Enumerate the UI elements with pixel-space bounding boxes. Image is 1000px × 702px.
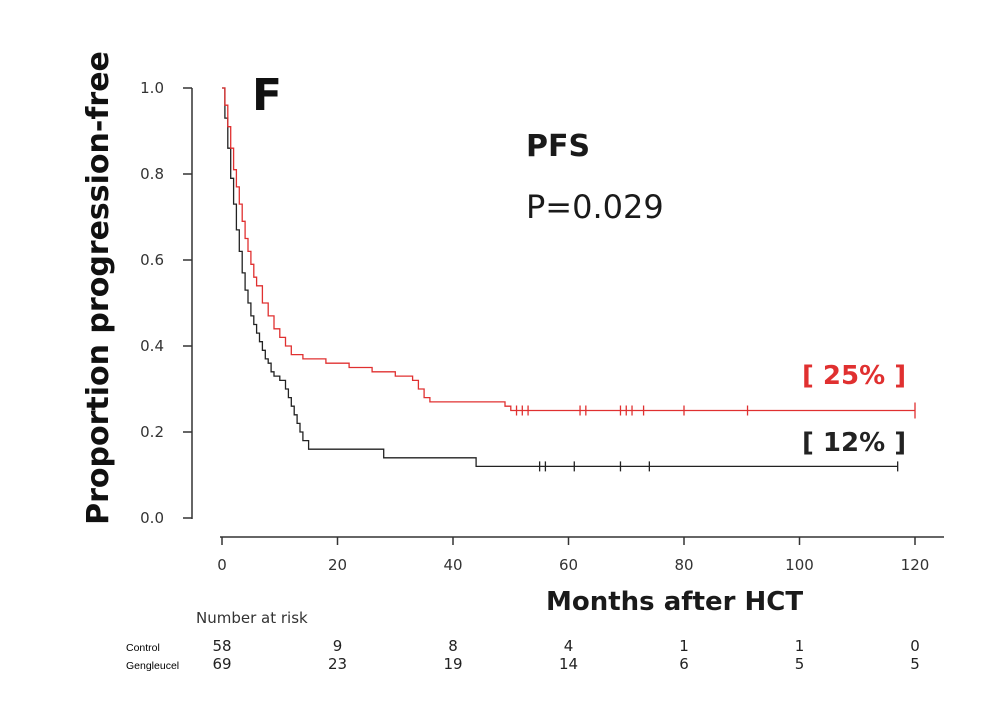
- survival-curves: [222, 87, 916, 472]
- x-axis-ticks: 0 20 40 60 80 100 120: [217, 537, 929, 574]
- x-tick-label: 40: [443, 556, 462, 574]
- p-value: P=0.029: [526, 188, 664, 226]
- risk-count-gengleucel: 69: [212, 655, 231, 673]
- risk-count-gengleucel: 19: [443, 655, 462, 673]
- control-curve: [222, 87, 898, 468]
- risk-count-control: 58: [212, 637, 231, 655]
- y-tick-label: 0.2: [140, 423, 164, 441]
- risk-table-counts: 58 9 8 4 1 1 0 69 23 19 14 6 5 5: [212, 637, 919, 673]
- risk-count-gengleucel: 23: [328, 655, 347, 673]
- risk-count-gengleucel: 14: [559, 655, 578, 673]
- risk-row-label-control: Control: [126, 642, 160, 654]
- risk-count-control: 4: [564, 637, 574, 655]
- x-tick-label: 20: [328, 556, 347, 574]
- y-tick-label: 0.4: [140, 337, 164, 355]
- x-tick-label: 120: [901, 556, 930, 574]
- x-axis-title: Months after HCT: [546, 587, 803, 617]
- risk-count-control: 1: [679, 637, 689, 655]
- y-tick-label: 0.6: [140, 251, 164, 269]
- risk-count-gengleucel: 5: [910, 655, 920, 673]
- chart-title: PFS: [526, 129, 590, 164]
- x-tick-label: 0: [217, 556, 227, 574]
- risk-row-label-gengleucel: Gengleucel: [126, 660, 179, 672]
- risk-count-control: 8: [448, 637, 458, 655]
- risk-count-gengleucel: 5: [795, 655, 805, 673]
- y-tick-label: 0.0: [140, 509, 164, 527]
- panel-label: F: [252, 70, 282, 121]
- y-axis-ticks: 0.0 0.2 0.4 0.6 0.8 1.0: [140, 79, 192, 527]
- gengleucel-end-label: [ 25% ]: [802, 361, 906, 391]
- x-tick-label: 100: [785, 556, 814, 574]
- risk-table-header: Number at risk: [196, 609, 308, 627]
- x-tick-label: 80: [674, 556, 693, 574]
- gengleucel-curve: [222, 87, 915, 412]
- risk-count-control: 9: [333, 637, 343, 655]
- y-tick-label: 1.0: [140, 79, 164, 97]
- risk-count-control: 1: [795, 637, 805, 655]
- risk-count-control: 0: [910, 637, 920, 655]
- risk-count-gengleucel: 6: [679, 655, 689, 673]
- x-tick-label: 60: [559, 556, 578, 574]
- y-axis-title: Proportion progression-free: [81, 51, 116, 525]
- control-end-label: [ 12% ]: [802, 428, 906, 458]
- y-tick-label: 0.8: [140, 165, 164, 183]
